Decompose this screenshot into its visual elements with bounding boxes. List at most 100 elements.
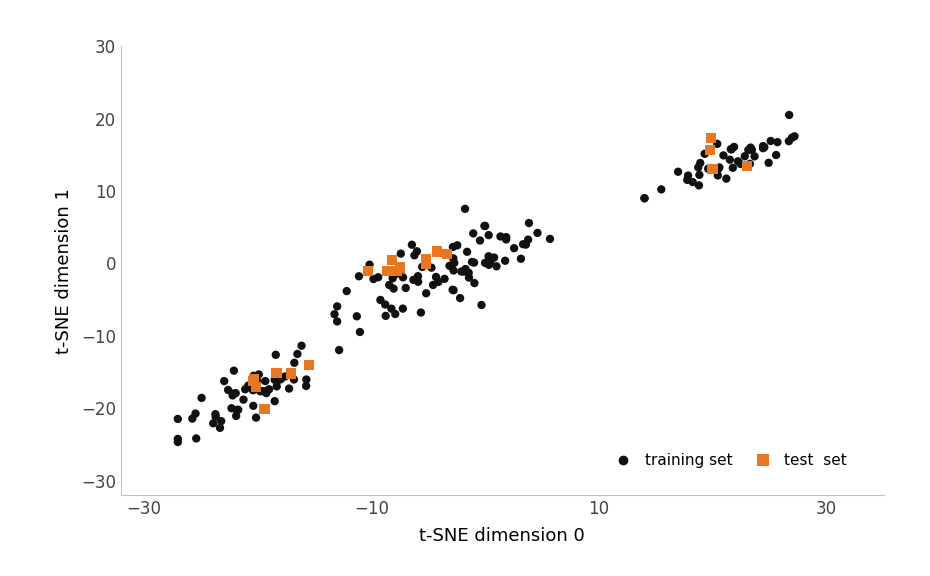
Point [756,142,771,151]
Point [458,264,473,274]
Point [188,409,203,418]
Point [461,268,476,277]
Point [229,406,244,415]
Point [392,265,406,274]
Point [445,242,460,252]
Point [229,411,244,420]
Point [692,170,707,180]
X-axis label: t-SNE dimension 0: t-SNE dimension 0 [419,526,585,544]
Point [185,414,200,423]
Point [711,171,725,180]
Point [418,255,433,264]
Point [507,244,522,253]
Point [384,255,399,264]
Point [339,286,354,295]
Point [698,149,712,158]
Point [446,286,461,295]
Point [250,377,265,386]
Point [747,151,762,161]
Point [327,309,342,319]
Point [299,375,313,384]
Point [299,381,313,391]
Point [671,167,685,176]
Point [477,221,492,230]
Point [382,281,397,290]
Point [445,285,460,294]
Point [228,389,243,398]
Point [170,437,185,446]
Point [474,301,489,310]
Point [446,266,461,275]
Point [248,382,263,392]
Point [352,327,367,336]
Point [410,271,425,281]
Point [782,111,797,120]
Point [170,414,185,423]
Point [440,249,455,259]
Point [259,388,273,397]
Point [486,253,501,262]
Point [637,194,652,203]
Point [267,396,282,406]
Point [769,150,784,160]
Point [246,376,261,385]
Point [227,366,242,376]
Point [755,143,770,153]
Point [384,304,399,313]
Point [373,295,388,305]
Point [429,272,444,282]
Point [267,375,282,384]
Point [273,374,288,384]
Point [269,369,284,378]
Point [224,404,239,413]
Point [208,412,223,421]
Point [693,158,708,168]
Point [430,247,445,256]
Point [414,308,429,317]
Point [481,252,496,261]
Point [388,309,403,319]
Point [515,240,530,249]
Point [724,145,739,154]
Point [395,304,410,313]
Point [246,371,261,380]
Point [389,269,404,278]
Point [521,235,536,244]
Point [466,229,481,238]
Point [282,384,297,393]
Point [290,350,305,359]
Point [407,251,422,260]
Point [418,289,433,298]
Point [710,139,724,149]
Point [445,254,460,263]
Point [269,350,284,359]
Point [741,145,756,154]
Point [493,232,508,241]
Point [424,263,439,272]
Point [371,272,386,282]
Point [257,404,272,414]
Point [703,146,718,155]
Point [482,260,497,270]
Point [489,262,504,271]
Point [380,266,395,275]
Point [378,300,392,309]
Point [398,283,413,293]
Point [361,266,376,275]
Point [246,401,260,411]
Point [654,185,669,194]
Point [472,236,487,245]
Point [513,254,528,263]
Point [719,174,734,183]
Point [241,381,256,390]
Point [246,385,260,395]
Point [393,249,408,258]
Point [390,266,405,275]
Point [277,372,292,381]
Point [459,247,474,256]
Point [431,278,445,287]
Point [253,386,268,396]
Point [467,279,482,288]
Point [409,247,424,256]
Point [453,294,468,303]
